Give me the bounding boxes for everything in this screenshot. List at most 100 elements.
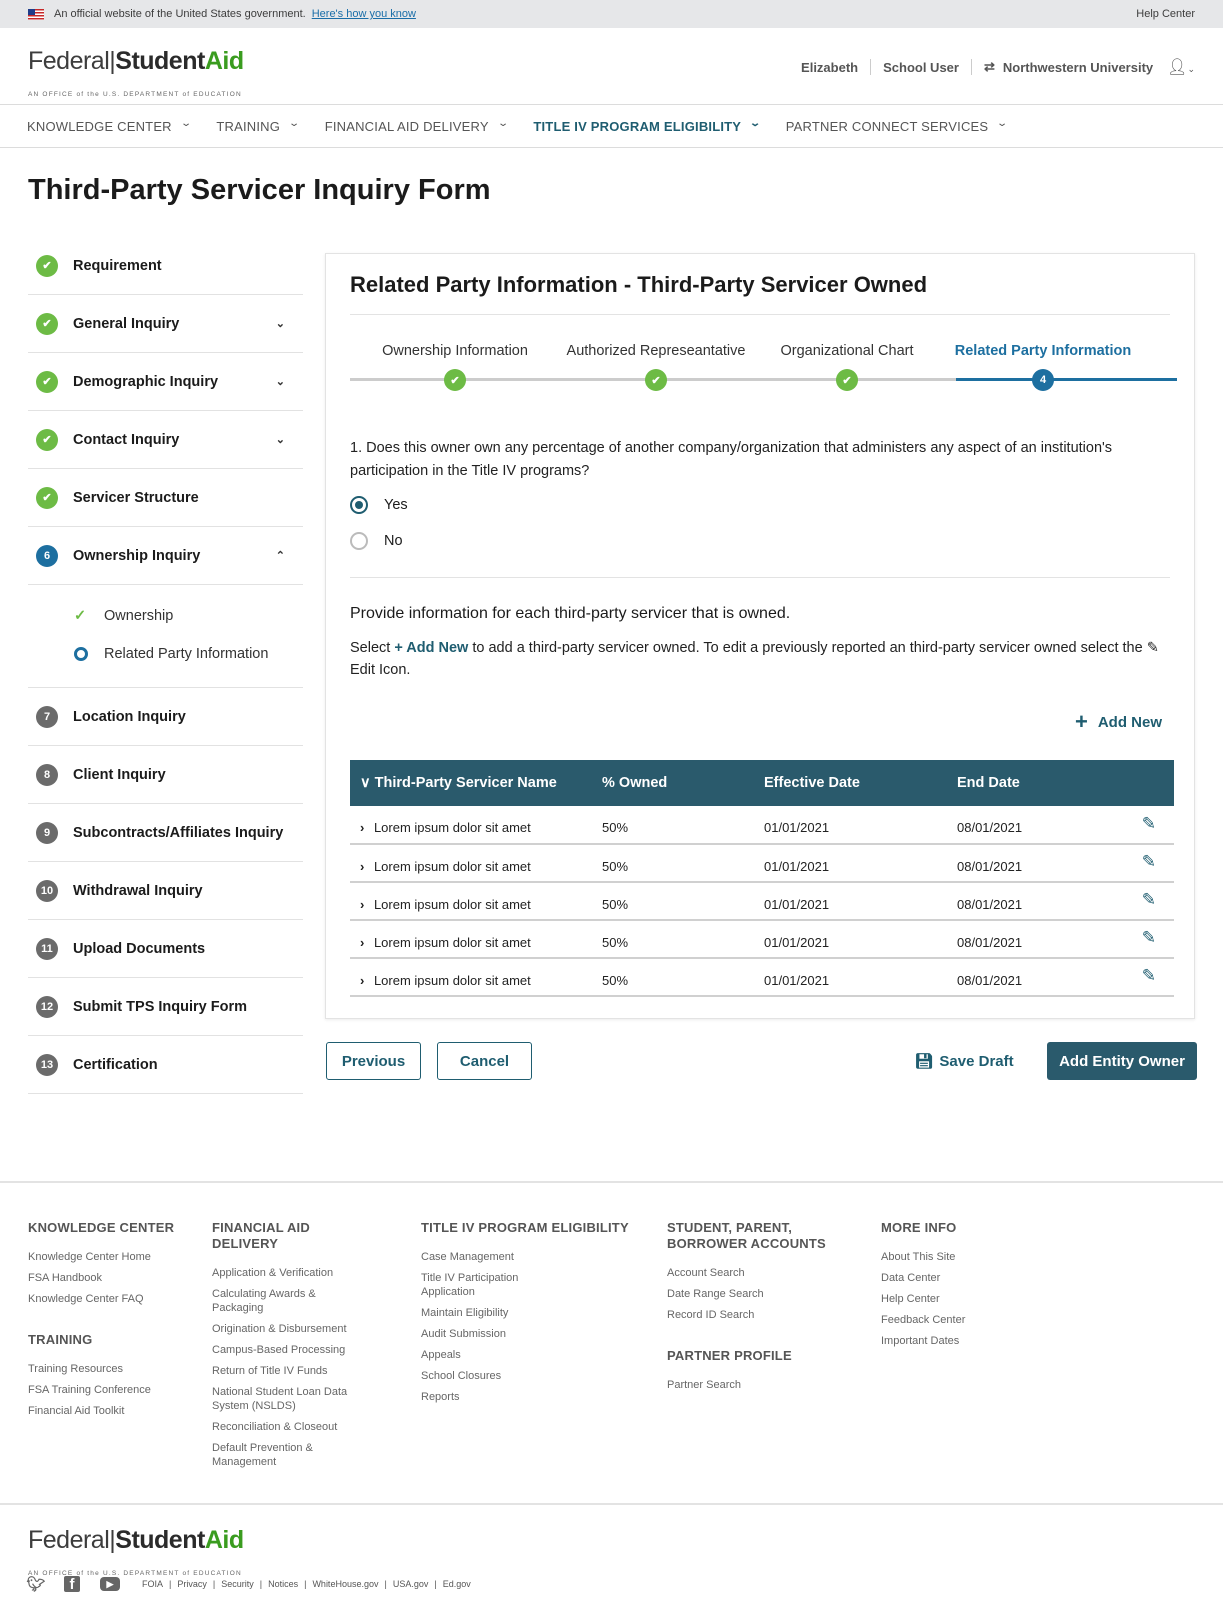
edit-pencil-icon[interactable]: ✎ <box>1141 852 1156 871</box>
footer-link[interactable]: Return of Title IV Funds <box>212 1365 328 1377</box>
footer-link[interactable]: School Closures <box>421 1370 502 1382</box>
footer-link[interactable]: Maintain Eligibility <box>421 1307 509 1319</box>
sidebar-item[interactable]: 7 Location Inquiry <box>28 688 303 746</box>
sidebar-item[interactable]: ✔ General Inquiry ⌄ <box>28 295 303 353</box>
chevron-down-icon[interactable]: ⌄ <box>275 318 285 330</box>
legal-link[interactable]: Privacy <box>177 1579 207 1589</box>
youtube-icon[interactable]: ▶ <box>100 1577 120 1591</box>
legal-link[interactable]: Security <box>221 1579 254 1589</box>
stepper-step-label[interactable]: Ownership Information <box>382 343 528 359</box>
expand-row-icon[interactable]: › <box>360 820 368 835</box>
footer-link[interactable]: Financial Aid Toolkit <box>28 1405 125 1417</box>
nav-item[interactable]: TRAINING ⌄ <box>216 118 300 134</box>
expand-row-icon[interactable]: › <box>360 972 368 988</box>
how-you-know-link[interactable]: Here's how you know <box>311 8 416 20</box>
footer-link[interactable]: Origination & Disbursement <box>212 1323 347 1335</box>
legal-link[interactable]: Notices <box>268 1579 299 1589</box>
footer-link[interactable]: Training Resources <box>28 1363 123 1375</box>
footer-link[interactable]: Partner Search <box>667 1379 741 1391</box>
footer-link[interactable]: Date Range Search <box>667 1288 764 1300</box>
footer-link[interactable]: Title IV Participation Application <box>421 1272 519 1298</box>
footer-link[interactable]: Campus-Based Processing <box>212 1344 346 1356</box>
add-entity-owner-button[interactable]: Add Entity Owner <box>1047 1042 1197 1080</box>
cancel-button[interactable]: Cancel <box>437 1042 532 1080</box>
footer-link[interactable]: Knowledge Center FAQ <box>28 1293 144 1305</box>
sidebar-item[interactable]: 12 Submit TPS Inquiry Form <box>28 978 303 1036</box>
footer-link[interactable]: Feedback Center <box>881 1314 966 1326</box>
facebook-icon[interactable]: f <box>64 1576 80 1593</box>
expand-row-icon[interactable]: › <box>360 934 368 950</box>
edit-pencil-icon[interactable]: ✎ <box>1141 813 1156 833</box>
stepper-step-label[interactable]: Related Party Information <box>954 343 1132 359</box>
footer-link[interactable]: About This Site <box>881 1251 956 1263</box>
fsa-logo[interactable]: Federal|StudentAid AN OFFICE of the U.S.… <box>28 48 244 113</box>
legal-link[interactable]: FOIA <box>142 1579 164 1589</box>
help-center-link[interactable]: Help Center <box>1136 8 1195 20</box>
switch-icon[interactable]: ⇄ <box>983 59 995 74</box>
save-draft-button[interactable]: 💾︎ Save Draft <box>914 1042 1014 1080</box>
footer-fsa-logo[interactable]: Federal|StudentAid AN OFFICE of the U.S.… <box>28 1527 244 1592</box>
sort-chevron-icon[interactable]: ∨ <box>360 775 375 791</box>
sidebar-item[interactable]: 11 Upload Documents <box>28 920 303 978</box>
footer-link[interactable]: Record ID Search <box>667 1309 755 1321</box>
expand-row-icon[interactable]: › <box>360 896 368 912</box>
add-new-button[interactable]: + Add New <box>1075 709 1162 735</box>
stepper-step-label[interactable]: Organizational Chart <box>780 343 914 359</box>
user-role[interactable]: School User <box>883 59 959 75</box>
footer-link[interactable]: FSA Handbook <box>28 1272 102 1284</box>
column-header[interactable]: End Date <box>957 760 1107 806</box>
edit-pencil-icon[interactable]: ✎ <box>1141 966 1156 985</box>
sidebar-item[interactable]: ✔ Requirement <box>28 237 303 295</box>
radio-button[interactable] <box>350 496 368 514</box>
user-avatar-icon[interactable]: 👤︎⌄ <box>1167 59 1195 76</box>
sidebar-item[interactable]: 10 Withdrawal Inquiry <box>28 862 303 920</box>
footer-link[interactable]: Application & Verification <box>212 1267 334 1279</box>
chevron-down-icon[interactable]: ⌄ <box>275 376 285 388</box>
column-header[interactable]: Effective Date <box>764 760 957 806</box>
footer-link[interactable]: National Student Loan Data System (NSLDS… <box>212 1386 348 1412</box>
footer-link[interactable]: Help Center <box>881 1293 940 1305</box>
chevron-down-icon[interactable]: ⌄ <box>275 434 285 446</box>
previous-button[interactable]: Previous <box>326 1042 421 1080</box>
footer-link[interactable]: Reports <box>421 1391 460 1403</box>
sidebar-item[interactable]: 9 Subcontracts/Affiliates Inquiry <box>28 804 303 862</box>
user-organization[interactable]: Northwestern University <box>1002 59 1154 75</box>
sidebar-item[interactable]: ✔ Contact Inquiry ⌄ <box>28 411 303 469</box>
nav-item[interactable]: PARTNER CONNECT SERVICES ⌄ <box>786 118 1009 134</box>
legal-link[interactable]: USA.gov <box>392 1579 429 1589</box>
footer-link[interactable]: FSA Training Conference <box>28 1384 151 1396</box>
sidebar-item[interactable]: 6 Ownership Inquiry ⌃ <box>28 527 303 585</box>
footer-link[interactable]: Knowledge Center Home <box>28 1251 151 1263</box>
radio-option-yes[interactable]: Yes <box>350 491 1170 519</box>
stepper-step-label[interactable]: Authorized Represeantative <box>566 343 746 359</box>
radio-button[interactable] <box>350 532 368 550</box>
legal-link[interactable]: WhiteHouse.gov <box>312 1579 379 1589</box>
twitter-icon[interactable]: 🐦︎ <box>26 1576 46 1593</box>
edit-pencil-icon[interactable]: ✎ <box>1141 890 1156 909</box>
footer-link[interactable]: Data Center <box>881 1272 941 1284</box>
footer-link[interactable]: Audit Submission <box>421 1328 506 1340</box>
column-header[interactable]: % Owned <box>602 760 764 806</box>
edit-pencil-icon[interactable]: ✎ <box>1141 928 1156 947</box>
sidebar-item[interactable]: ✔ Demographic Inquiry ⌄ <box>28 353 303 411</box>
radio-option-no[interactable]: No <box>350 527 1170 555</box>
footer-link[interactable]: Calculating Awards & Packaging <box>212 1288 316 1314</box>
footer-link[interactable]: Account Search <box>667 1267 745 1279</box>
footer-link[interactable]: Appeals <box>421 1349 461 1361</box>
sidebar-item[interactable]: 13 Certification <box>28 1036 303 1094</box>
sidebar-subitem[interactable]: ✓ Ownership <box>74 597 303 635</box>
nav-item[interactable]: TITLE IV PROGRAM ELIGIBILITY ⌄ <box>533 118 761 134</box>
column-header[interactable]: ∨ Third-Party Servicer Name <box>350 760 602 806</box>
footer-link[interactable]: Default Prevention & Management <box>212 1442 313 1468</box>
nav-item[interactable]: KNOWLEDGE CENTER ⌄ <box>27 118 192 134</box>
footer-link[interactable]: Important Dates <box>881 1335 960 1347</box>
user-name[interactable]: Elizabeth <box>801 59 859 75</box>
footer-link[interactable]: Reconciliation & Closeout <box>212 1421 338 1433</box>
sidebar-subitem[interactable]: Related Party Information <box>74 635 303 673</box>
nav-item[interactable]: FINANCIAL AID DELIVERY ⌄ <box>325 118 509 134</box>
chevron-up-icon[interactable]: ⌃ <box>275 550 285 562</box>
sidebar-item[interactable]: ✔ Servicer Structure <box>28 469 303 527</box>
expand-row-icon[interactable]: › <box>360 858 368 874</box>
sidebar-item[interactable]: 8 Client Inquiry <box>28 746 303 804</box>
footer-link[interactable]: Case Management <box>421 1251 514 1263</box>
